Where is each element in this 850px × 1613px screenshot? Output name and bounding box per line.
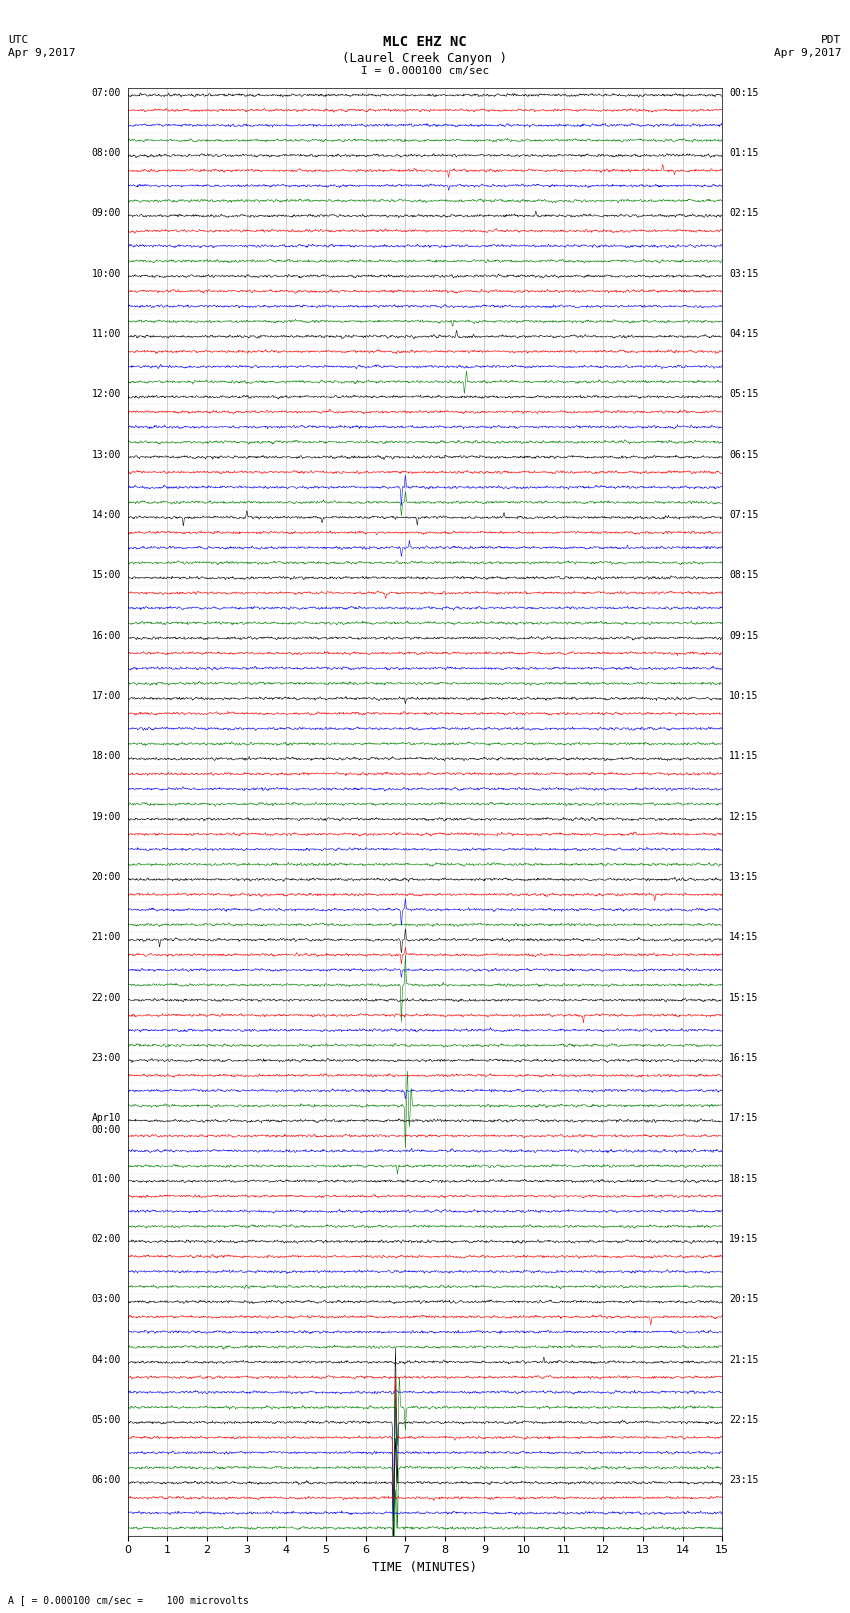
Text: 16:00: 16:00: [92, 631, 121, 640]
Text: 08:15: 08:15: [729, 571, 758, 581]
Text: 19:15: 19:15: [729, 1234, 758, 1244]
Text: 11:00: 11:00: [92, 329, 121, 339]
Text: 14:00: 14:00: [92, 510, 121, 519]
Text: 10:00: 10:00: [92, 269, 121, 279]
Text: 22:15: 22:15: [729, 1415, 758, 1424]
Text: UTC: UTC: [8, 35, 29, 45]
Text: 08:00: 08:00: [92, 148, 121, 158]
Text: 06:00: 06:00: [92, 1476, 121, 1486]
Text: 18:00: 18:00: [92, 752, 121, 761]
Text: 22:00: 22:00: [92, 992, 121, 1003]
Text: 07:15: 07:15: [729, 510, 758, 519]
Text: 15:00: 15:00: [92, 571, 121, 581]
Text: 21:00: 21:00: [92, 932, 121, 942]
Text: 09:00: 09:00: [92, 208, 121, 218]
Text: 05:00: 05:00: [92, 1415, 121, 1424]
Text: 20:00: 20:00: [92, 873, 121, 882]
Text: 07:00: 07:00: [92, 87, 121, 97]
Text: 12:00: 12:00: [92, 389, 121, 400]
Text: I = 0.000100 cm/sec: I = 0.000100 cm/sec: [361, 66, 489, 76]
Text: 09:15: 09:15: [729, 631, 758, 640]
Text: 02:15: 02:15: [729, 208, 758, 218]
Text: 12:15: 12:15: [729, 811, 758, 821]
Text: Apr 9,2017: Apr 9,2017: [8, 48, 76, 58]
Text: Apr10
00:00: Apr10 00:00: [92, 1113, 121, 1136]
X-axis label: TIME (MINUTES): TIME (MINUTES): [372, 1561, 478, 1574]
Text: MLC EHZ NC: MLC EHZ NC: [383, 35, 467, 50]
Text: 13:15: 13:15: [729, 873, 758, 882]
Text: 03:00: 03:00: [92, 1294, 121, 1305]
Text: Apr 9,2017: Apr 9,2017: [774, 48, 842, 58]
Text: 05:15: 05:15: [729, 389, 758, 400]
Text: 01:15: 01:15: [729, 148, 758, 158]
Text: 15:15: 15:15: [729, 992, 758, 1003]
Text: 16:15: 16:15: [729, 1053, 758, 1063]
Text: 17:15: 17:15: [729, 1113, 758, 1123]
Text: (Laurel Creek Canyon ): (Laurel Creek Canyon ): [343, 52, 507, 65]
Text: 04:15: 04:15: [729, 329, 758, 339]
Text: 13:00: 13:00: [92, 450, 121, 460]
Text: 01:00: 01:00: [92, 1174, 121, 1184]
Text: PDT: PDT: [821, 35, 842, 45]
Text: 23:00: 23:00: [92, 1053, 121, 1063]
Text: 04:00: 04:00: [92, 1355, 121, 1365]
Text: 19:00: 19:00: [92, 811, 121, 821]
Text: 00:15: 00:15: [729, 87, 758, 97]
Text: 23:15: 23:15: [729, 1476, 758, 1486]
Text: 06:15: 06:15: [729, 450, 758, 460]
Text: 14:15: 14:15: [729, 932, 758, 942]
Text: 20:15: 20:15: [729, 1294, 758, 1305]
Text: 11:15: 11:15: [729, 752, 758, 761]
Text: 21:15: 21:15: [729, 1355, 758, 1365]
Text: 17:00: 17:00: [92, 690, 121, 702]
Text: 02:00: 02:00: [92, 1234, 121, 1244]
Text: 18:15: 18:15: [729, 1174, 758, 1184]
Text: A [ = 0.000100 cm/sec =    100 microvolts: A [ = 0.000100 cm/sec = 100 microvolts: [8, 1595, 249, 1605]
Text: 10:15: 10:15: [729, 690, 758, 702]
Text: 03:15: 03:15: [729, 269, 758, 279]
